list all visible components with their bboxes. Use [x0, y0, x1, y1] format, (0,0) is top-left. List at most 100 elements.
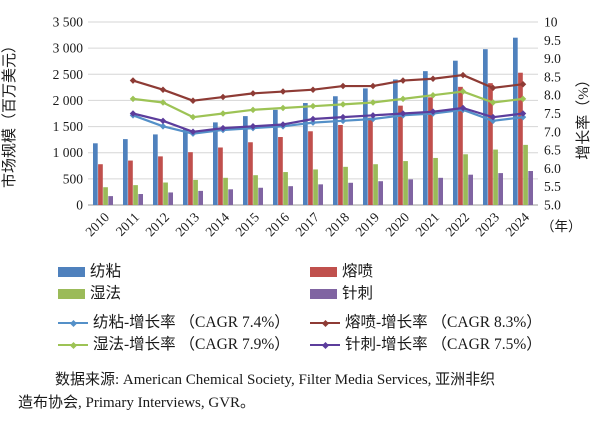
y-axis-left-tick: 3 500 — [53, 15, 84, 30]
growth-line-针刺-增长率 （CAGR 7.5%） — [132, 106, 524, 133]
marker-熔喷-增长率 （CAGR 8.3%）-2021 — [429, 75, 437, 82]
bar-湿法-2021 — [433, 157, 438, 205]
marker-熔喷-增长率 （CAGR 8.3%）-2012 — [159, 86, 167, 93]
legend-item-湿法: 湿法 — [58, 286, 310, 302]
legend-item-针刺-增长率 （CAGR 7.5%）: 针刺-增长率 （CAGR 7.5%） — [310, 337, 542, 353]
bar-纺粘-2014 — [213, 122, 218, 205]
bar-纺粘-2011 — [123, 139, 128, 205]
legend-row: 湿法 针刺 — [58, 283, 558, 305]
y-axis-left-tick: 2 500 — [53, 67, 84, 82]
bar-湿法-2016 — [283, 172, 288, 205]
bar-熔喷-2022 — [458, 86, 463, 205]
right-axis-title: 增长率（%） — [575, 72, 592, 160]
marker-湿法-增长率 （CAGR 7.9%）-2020 — [399, 95, 407, 103]
x-axis-tick-2024: 2024 — [502, 209, 532, 239]
bar-针刺-2017 — [318, 184, 323, 205]
legend-item-纺粘-增长率 （CAGR 7.4%）: 纺粘-增长率 （CAGR 7.4%） — [58, 315, 310, 331]
legend-bar-swatch — [58, 267, 85, 277]
bar-熔喷-2016 — [278, 137, 283, 205]
bar-纺粘-2019 — [363, 88, 368, 205]
x-axis-tick-2013: 2013 — [172, 209, 202, 239]
bar-熔喷-2021 — [428, 97, 433, 205]
bar-湿法-2019 — [373, 164, 378, 205]
marker-针刺-增长率 （CAGR 7.5%）-2014 — [219, 124, 227, 132]
legend-item-湿法-增长率 （CAGR 7.9%）: 湿法-增长率 （CAGR 7.9%） — [58, 337, 310, 353]
marker-熔喷-增长率 （CAGR 8.3%）-2018 — [339, 82, 347, 90]
marker-纺粘-增长率 （CAGR 7.4%）-2019 — [369, 115, 377, 123]
y-axis-right-tick: 6.5 — [544, 143, 561, 158]
bar-湿法-2022 — [463, 154, 468, 205]
x-axis-unit: （年） — [541, 219, 582, 234]
bar-湿法-2015 — [253, 175, 258, 205]
x-axis-tick-2018: 2018 — [322, 209, 352, 239]
marker-纺粘-增长率 （CAGR 7.4%）-2012 — [159, 123, 167, 130]
legend-bar-swatch — [58, 289, 85, 299]
bar-针刺-2011 — [138, 194, 143, 205]
legend-bar-swatch — [310, 267, 337, 277]
x-axis-tick-2022: 2022 — [442, 210, 472, 240]
y-axis-right-tick: 9.0 — [544, 51, 561, 66]
legend-line-swatch — [58, 340, 88, 350]
marker-针刺-增长率 （CAGR 7.5%）-2015 — [249, 123, 257, 130]
marker-熔喷-增长率 （CAGR 8.3%）-2019 — [369, 82, 377, 90]
bar-纺粘-2018 — [333, 96, 338, 205]
legend-item-熔喷: 熔喷 — [310, 264, 373, 280]
bar-纺粘-2020 — [393, 79, 398, 205]
x-axis-tick-2019: 2019 — [352, 209, 382, 239]
marker-熔喷-增长率 （CAGR 8.3%）-2015 — [249, 90, 257, 97]
legend-item-纺粘: 纺粘 — [58, 264, 310, 280]
marker-熔喷-增长率 （CAGR 8.3%）-2022 — [459, 71, 467, 79]
x-axis-tick-2010: 2010 — [82, 209, 112, 239]
bar-针刺-2020 — [408, 179, 413, 205]
bar-熔喷-2024 — [518, 72, 523, 206]
left-axis-title: 市场规模（百万美元） — [1, 38, 18, 188]
marker-湿法-增长率 （CAGR 7.9%）-2023 — [489, 99, 497, 106]
legend-label: 纺粘 — [90, 263, 122, 281]
bar-纺粘-2012 — [153, 134, 158, 205]
y-axis-left-tick: 0 — [76, 198, 83, 213]
legend-label: 纺粘-增长率 （CAGR 7.4%） — [93, 314, 290, 332]
marker-针刺-增长率 （CAGR 7.5%）-2018 — [339, 113, 347, 121]
marker-湿法-增长率 （CAGR 7.9%）-2018 — [339, 101, 347, 108]
legend-row: 湿法-增长率 （CAGR 7.9%） 针刺-增长率 （CAGR 7.5%） — [58, 334, 558, 356]
bar-针刺-2021 — [438, 177, 443, 205]
marker-湿法-增长率 （CAGR 7.9%）-2021 — [429, 91, 437, 99]
legend-item-针刺: 针刺 — [310, 286, 373, 302]
bar-熔喷-2019 — [368, 117, 373, 205]
marker-熔喷-增长率 （CAGR 8.3%）-2017 — [309, 86, 317, 93]
bar-针刺-2018 — [348, 182, 353, 205]
bar-针刺-2010 — [108, 196, 113, 205]
marker-熔喷-增长率 （CAGR 8.3%）-2013 — [189, 97, 197, 104]
x-axis-tick-2016: 2016 — [262, 209, 292, 239]
bar-熔喷-2023 — [488, 83, 493, 205]
marker-熔喷-增长率 （CAGR 8.3%）-2023 — [489, 84, 497, 92]
legend-label: 熔喷-增长率 （CAGR 8.3%） — [345, 314, 542, 332]
bar-湿法-2017 — [313, 169, 318, 205]
y-axis-right-tick: 8.0 — [544, 88, 561, 103]
bar-熔喷-2012 — [158, 156, 163, 205]
bar-针刺-2012 — [168, 192, 173, 205]
marker-针刺-增长率 （CAGR 7.5%）-2017 — [309, 115, 317, 123]
bar-纺粘-2024 — [513, 37, 518, 205]
bar-熔喷-2013 — [188, 152, 193, 205]
growth-line-纺粘-增长率 （CAGR 7.4%） — [132, 108, 524, 135]
x-axis-tick-2012: 2012 — [142, 210, 172, 240]
bar-湿法-2011 — [133, 185, 138, 205]
marker-湿法-增长率 （CAGR 7.9%）-2012 — [159, 99, 167, 106]
y-axis-left-tick: 3 000 — [53, 41, 84, 56]
y-axis-left-tick: 500 — [63, 171, 84, 186]
marker-针刺-增长率 （CAGR 7.5%）-2021 — [429, 108, 437, 115]
bar-纺粘-2015 — [243, 116, 248, 205]
y-axis-right-tick: 10 — [544, 15, 558, 30]
legend-item-熔喷-增长率 （CAGR 8.3%）: 熔喷-增长率 （CAGR 8.3%） — [310, 315, 542, 331]
bar-纺粘-2022 — [453, 60, 458, 205]
marker-针刺-增长率 （CAGR 7.5%）-2013 — [189, 128, 197, 136]
y-axis-left-tick: 1 500 — [53, 119, 84, 134]
bar-针刺-2013 — [198, 190, 203, 205]
legend-row: 纺粘 熔喷 — [58, 261, 558, 283]
bar-针刺-2014 — [228, 189, 233, 205]
marker-湿法-增长率 （CAGR 7.9%）-2014 — [219, 110, 227, 117]
marker-熔喷-增长率 （CAGR 8.3%）-2016 — [279, 88, 287, 95]
bar-纺粘-2017 — [303, 103, 308, 205]
